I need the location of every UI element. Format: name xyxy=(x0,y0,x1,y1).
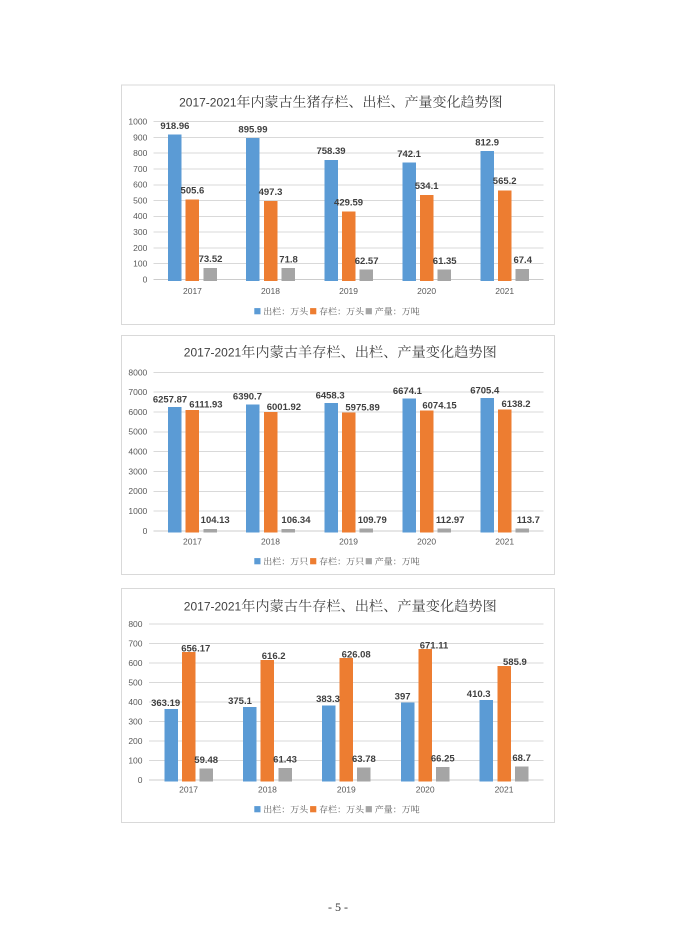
svg-text:375.1: 375.1 xyxy=(228,696,252,707)
svg-text:100: 100 xyxy=(128,755,142,765)
svg-text:626.08: 626.08 xyxy=(342,649,371,660)
svg-text:363.19: 363.19 xyxy=(151,698,180,709)
svg-text:2017-2021: 2017-2021 xyxy=(184,600,242,614)
svg-text:63.78: 63.78 xyxy=(352,754,376,765)
svg-text:0: 0 xyxy=(138,775,143,785)
svg-text:2020: 2020 xyxy=(417,537,436,547)
svg-text:113.7: 113.7 xyxy=(517,515,540,526)
svg-text:6074.15: 6074.15 xyxy=(422,400,457,411)
svg-text:656.17: 656.17 xyxy=(181,643,210,654)
svg-text:742.1: 742.1 xyxy=(397,149,421,160)
svg-text:1000: 1000 xyxy=(128,117,147,127)
svg-text:2017: 2017 xyxy=(183,286,202,296)
svg-text:2018: 2018 xyxy=(261,537,280,547)
svg-text:2017: 2017 xyxy=(183,537,202,547)
svg-text:6257.87: 6257.87 xyxy=(153,394,187,405)
svg-text:397: 397 xyxy=(395,691,411,702)
svg-text:73.52: 73.52 xyxy=(199,254,223,265)
svg-text:400: 400 xyxy=(133,211,147,221)
svg-text:671.11: 671.11 xyxy=(420,641,449,652)
svg-text:200: 200 xyxy=(128,736,142,746)
svg-text:500: 500 xyxy=(128,677,142,687)
svg-text:429.59: 429.59 xyxy=(334,198,363,209)
svg-text:71.8: 71.8 xyxy=(279,254,298,265)
svg-text:200: 200 xyxy=(133,243,147,253)
svg-text:600: 600 xyxy=(133,180,147,190)
svg-text:500: 500 xyxy=(133,195,147,205)
svg-text:68.7: 68.7 xyxy=(512,753,531,764)
svg-text:5000: 5000 xyxy=(128,427,147,437)
svg-text:6458.3: 6458.3 xyxy=(316,390,345,401)
svg-text:800: 800 xyxy=(133,148,147,158)
svg-text:8000: 8000 xyxy=(128,367,147,377)
svg-text:758.39: 758.39 xyxy=(316,146,345,157)
svg-text:383.3: 383.3 xyxy=(316,694,340,705)
svg-text:2019: 2019 xyxy=(339,286,358,296)
svg-text:4000: 4000 xyxy=(128,447,147,457)
svg-text:895.99: 895.99 xyxy=(238,125,267,136)
svg-text:585.9: 585.9 xyxy=(503,657,527,668)
svg-text:505.6: 505.6 xyxy=(181,186,205,197)
svg-text:2019: 2019 xyxy=(337,784,356,794)
svg-text:62.57: 62.57 xyxy=(355,256,379,267)
svg-text:2017-2021: 2017-2021 xyxy=(179,95,237,109)
svg-text:534.1: 534.1 xyxy=(415,181,439,192)
svg-text:900: 900 xyxy=(133,132,147,142)
svg-text:7000: 7000 xyxy=(128,387,147,397)
svg-text:3000: 3000 xyxy=(128,466,147,476)
svg-text:6390.7: 6390.7 xyxy=(233,392,262,403)
svg-text:2021: 2021 xyxy=(495,286,514,296)
svg-text:6000: 6000 xyxy=(128,407,147,417)
svg-text:100: 100 xyxy=(133,259,147,269)
svg-text:700: 700 xyxy=(133,164,147,174)
svg-text:300: 300 xyxy=(128,716,142,726)
svg-text:1000: 1000 xyxy=(128,506,147,516)
svg-text:0: 0 xyxy=(143,274,148,284)
svg-text:2017: 2017 xyxy=(179,784,198,794)
svg-text:600: 600 xyxy=(128,658,142,668)
svg-text:400: 400 xyxy=(128,697,142,707)
svg-text:700: 700 xyxy=(128,638,142,648)
svg-text:497.3: 497.3 xyxy=(259,187,283,198)
svg-text:6674.1: 6674.1 xyxy=(393,386,423,397)
svg-text:6111.93: 6111.93 xyxy=(189,400,222,411)
svg-text:59.48: 59.48 xyxy=(194,755,218,766)
svg-text:61.43: 61.43 xyxy=(273,754,297,765)
svg-text:106.34: 106.34 xyxy=(281,515,311,526)
svg-text:2018: 2018 xyxy=(258,784,277,794)
svg-text:2020: 2020 xyxy=(417,286,436,296)
svg-text:918.96: 918.96 xyxy=(160,121,189,132)
svg-text:61.35: 61.35 xyxy=(433,256,457,267)
svg-text:6138.2: 6138.2 xyxy=(501,399,530,410)
svg-text:2021: 2021 xyxy=(495,537,514,547)
svg-text:66.25: 66.25 xyxy=(431,753,455,764)
svg-text:800: 800 xyxy=(128,619,142,629)
svg-text:109.79: 109.79 xyxy=(358,515,387,526)
svg-text:2021: 2021 xyxy=(495,784,514,794)
svg-text:2017-2021: 2017-2021 xyxy=(184,346,242,360)
svg-text:104.13: 104.13 xyxy=(201,515,230,526)
svg-text:616.2: 616.2 xyxy=(262,651,286,662)
svg-text:67.4: 67.4 xyxy=(513,255,532,266)
svg-text:410.3: 410.3 xyxy=(467,689,491,700)
svg-text:2020: 2020 xyxy=(416,784,435,794)
svg-text:2018: 2018 xyxy=(261,286,280,296)
svg-text:300: 300 xyxy=(133,227,147,237)
svg-text:6001.92: 6001.92 xyxy=(267,402,301,413)
svg-text:6705.4: 6705.4 xyxy=(470,385,500,396)
svg-text:5975.89: 5975.89 xyxy=(345,402,379,413)
svg-text:812.9: 812.9 xyxy=(475,138,499,149)
svg-text:- 5 -: - 5 - xyxy=(328,900,348,914)
svg-text:112.97: 112.97 xyxy=(436,515,465,526)
svg-text:2019: 2019 xyxy=(339,537,358,547)
svg-text:565.2: 565.2 xyxy=(493,176,517,187)
svg-text:2000: 2000 xyxy=(128,486,147,496)
svg-text:0: 0 xyxy=(143,526,148,536)
